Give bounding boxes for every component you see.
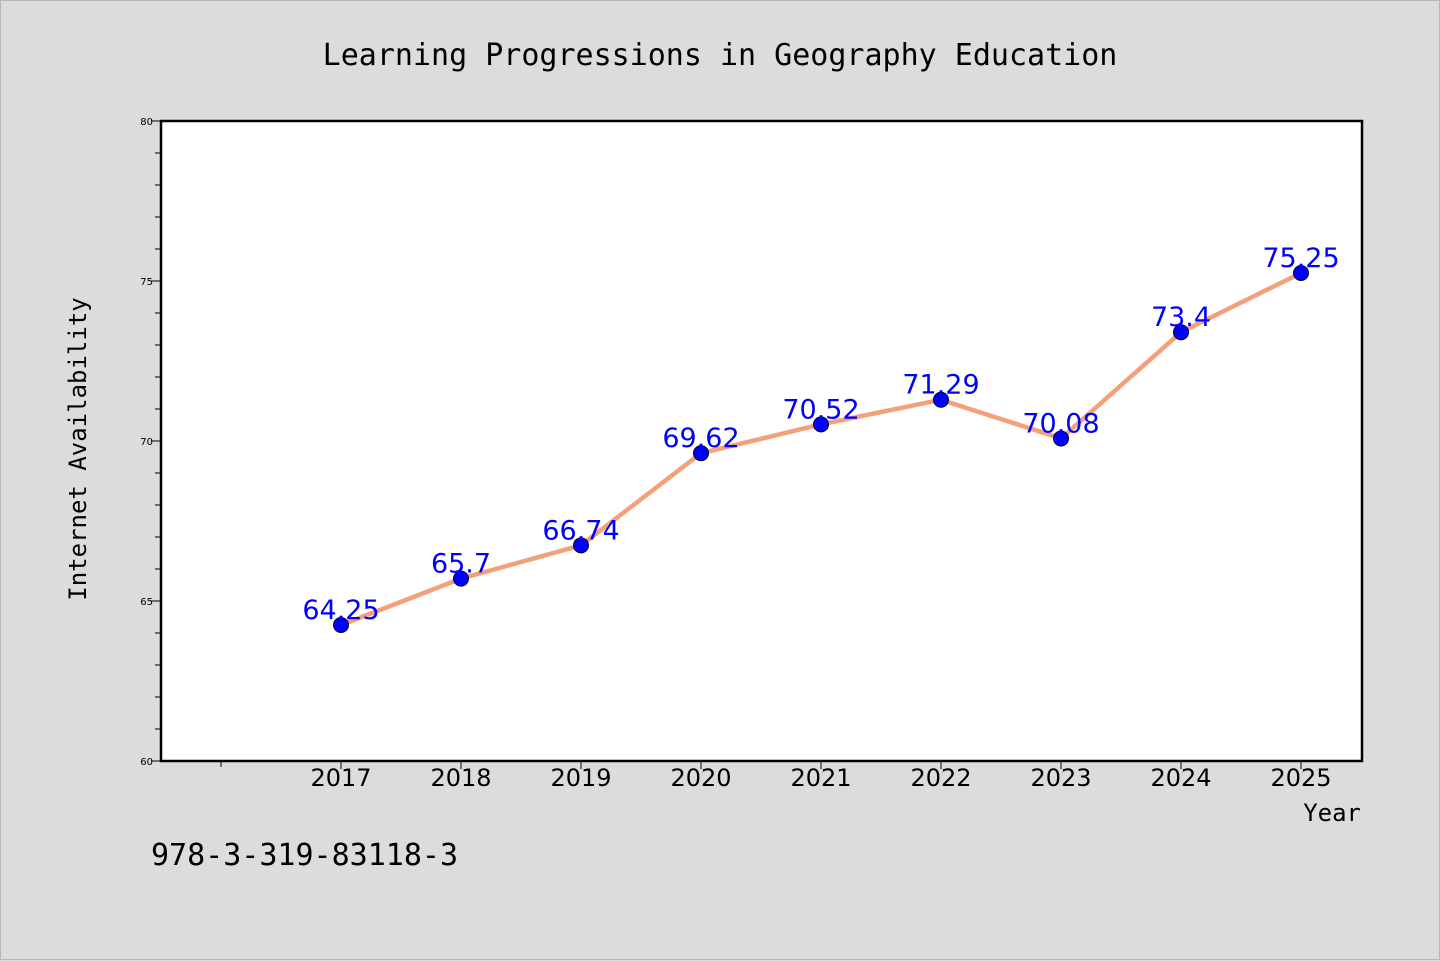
chart-title: Learning Progressions in Geography Educa…: [323, 38, 1118, 73]
data-point-marker: [693, 445, 709, 462]
data-point-marker: [453, 570, 469, 587]
y-tick-label: 70: [140, 437, 153, 448]
x-tick-label: 2023: [1030, 764, 1091, 792]
data-label: 70.52: [782, 394, 859, 425]
data-point-marker: [1173, 324, 1189, 341]
x-tick-label: 2018: [430, 764, 491, 792]
x-ticks: [220, 761, 1302, 769]
data-label: 64.25: [302, 595, 379, 626]
x-tick-label: 2019: [550, 764, 611, 792]
data-label: 73.4: [1151, 302, 1211, 333]
x-tick-label: 2017: [310, 764, 371, 792]
y-major-ticks: [151, 120, 161, 762]
y-axis-label: Internet Availability: [64, 297, 92, 600]
data-point-marker: [813, 416, 829, 433]
y-tick-label: 80: [140, 117, 153, 128]
y-tick-label: 75: [140, 277, 153, 288]
series-markers: [333, 265, 1309, 633]
x-axis-label: Year: [1303, 799, 1361, 827]
y-tick-label: 65: [140, 597, 153, 608]
data-label: 70.08: [1022, 408, 1099, 439]
x-tick-label: 2025: [1270, 764, 1331, 792]
x-tick-label: 2022: [910, 764, 971, 792]
data-point-marker: [933, 391, 949, 408]
data-label: 75.25: [1262, 243, 1339, 274]
data-point-marker: [1053, 430, 1069, 447]
x-tick-label: 2021: [790, 764, 851, 792]
data-label: 69.62: [662, 423, 739, 454]
series-data-labels: 64.25 65.7 66.74 69.62 70.52 71.29 70.08 73.4 75…: [302, 243, 1339, 626]
data-label: 65.7: [431, 549, 491, 580]
data-point-marker: [1293, 265, 1309, 281]
x-tick-label: 2020: [670, 764, 731, 792]
y-tick-labels: 60 65 70 75 80: [140, 117, 153, 768]
y-tick-label: 60: [140, 757, 153, 768]
x-tick-labels: 2017 2018 2019 2020 2021 2022 2023 2024 2025: [310, 764, 1331, 792]
x-tick-label: 2024: [1150, 764, 1211, 792]
data-point-marker: [333, 617, 349, 633]
data-point-marker: [573, 537, 589, 554]
plot-area: [159, 119, 1364, 763]
data-label: 71.29: [902, 370, 979, 401]
footnote-isbn: 978-3-319-83118-3: [151, 838, 458, 873]
data-label: 66.74: [542, 515, 619, 546]
